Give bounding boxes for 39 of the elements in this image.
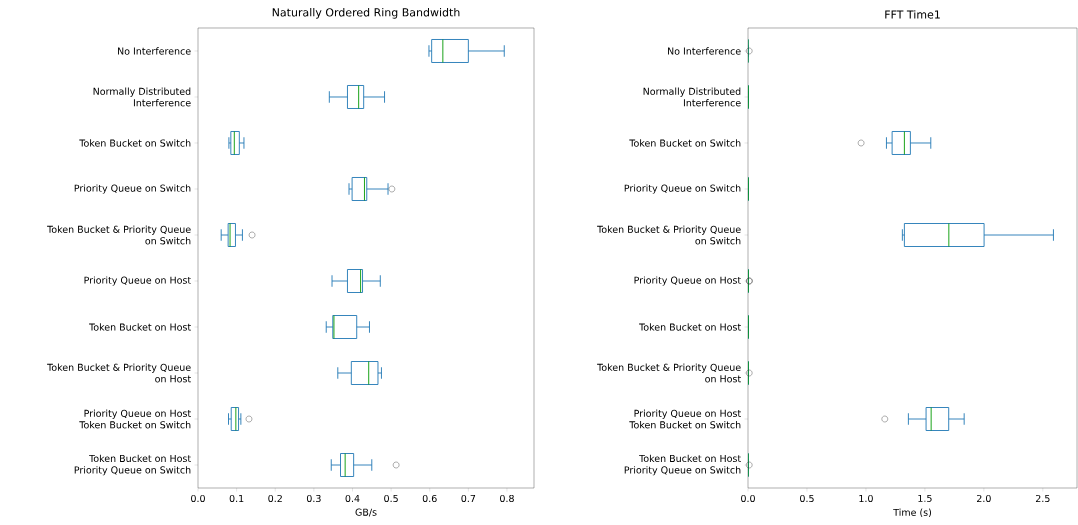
x-tick-label: 0.3 <box>306 494 321 503</box>
x-tick-label: 0.6 <box>422 494 437 503</box>
y-tick-label: Token Bucket on Host <box>89 323 191 331</box>
y-tick-label: No Interference <box>118 47 191 55</box>
y-tick-label: Token Bucket & Priority Queue on Switch <box>597 225 741 245</box>
x-tick-label: 0.0 <box>741 494 755 503</box>
x-tick-label: 0.1 <box>229 494 244 503</box>
y-tick-label: No Interference <box>668 47 741 55</box>
x-tick-label: 0.7 <box>461 494 476 503</box>
y-tick-label: Priority Queue on Host Token Bucket on Switch <box>79 409 191 429</box>
chart-title: FFT Time1 <box>885 10 940 19</box>
y-tick-label: Token Bucket & Priority Queue on Host <box>597 363 741 383</box>
x-axis-title: Time (s) <box>893 508 932 518</box>
y-tick-label: Token Bucket & Priority Queue on Host <box>47 363 191 383</box>
x-tick-label: 0.8 <box>500 494 514 503</box>
y-tick-label: Token Bucket on Host Priority Queue on Switch <box>624 454 741 476</box>
x-tick-label: 0.0 <box>191 494 205 503</box>
x-tick-label: 0.4 <box>345 494 360 503</box>
y-tick-label: Priority Queue on Switch <box>624 184 741 194</box>
x-axis-title: GB/s <box>355 508 377 517</box>
y-tick-label: Token Bucket & Priority Queue on Switch <box>47 225 191 245</box>
x-tick-label: 1.0 <box>859 494 873 503</box>
y-tick-label: Token Bucket on Switch <box>629 139 741 147</box>
y-tick-label: Token Bucket on Switch <box>79 139 191 147</box>
y-tick-label: Priority Queue on Host <box>634 276 741 286</box>
y-tick-label: Priority Queue on Switch <box>74 184 191 194</box>
y-tick-label: Normally Distributed Interference <box>93 87 191 107</box>
x-tick-label: 0.5 <box>800 494 814 503</box>
chart-title: Naturally Ordered Ring Bandwidth <box>272 8 460 19</box>
y-tick-label: Priority Queue on Host <box>84 276 191 286</box>
x-tick-label: 2.0 <box>977 494 991 503</box>
x-tick-label: 2.5 <box>1035 494 1050 503</box>
y-tick-label: Token Bucket on Host Priority Queue on Switch <box>74 454 191 476</box>
x-tick-label: 0.5 <box>384 494 398 503</box>
x-tick-label: 0.2 <box>268 494 282 503</box>
y-tick-label: Token Bucket on Host <box>639 323 741 331</box>
y-tick-label: Normally Distributed Interference <box>643 87 741 107</box>
x-tick-label: 1.5 <box>918 494 932 502</box>
y-tick-label: Priority Queue on Host Token Bucket on Switch <box>629 409 741 429</box>
